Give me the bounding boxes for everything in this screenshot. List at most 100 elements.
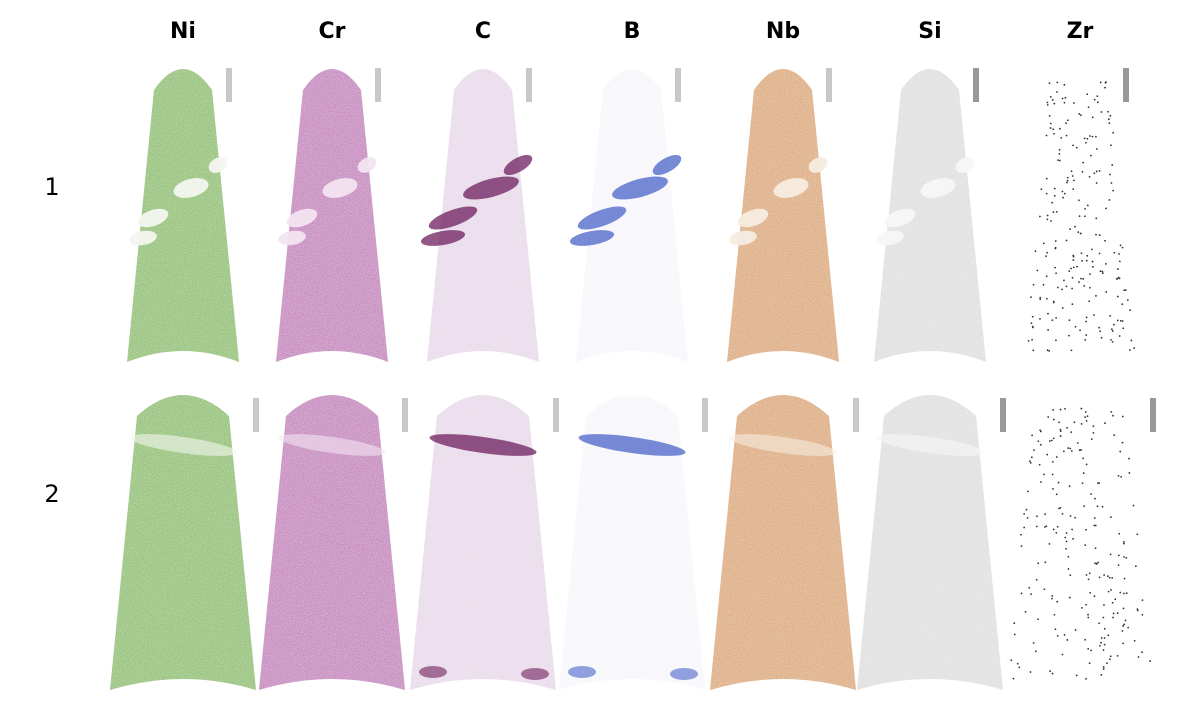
atom-dot bbox=[1082, 457, 1085, 460]
precipitate bbox=[578, 434, 686, 456]
atom-dot bbox=[1122, 541, 1125, 543]
atom-dot bbox=[1057, 159, 1060, 161]
atom-dot bbox=[1020, 545, 1023, 548]
atom-dot bbox=[1119, 244, 1122, 247]
atom-dot bbox=[1018, 666, 1021, 669]
atom-dot bbox=[1117, 474, 1120, 477]
atom-dot bbox=[1056, 81, 1059, 84]
atom-dot bbox=[1056, 286, 1059, 289]
atom-dot bbox=[1085, 677, 1087, 680]
atom-dot bbox=[1094, 524, 1097, 527]
scale-bar bbox=[826, 68, 832, 102]
atom-dot bbox=[1136, 608, 1139, 611]
atom-dot bbox=[1078, 199, 1080, 202]
atom-dot bbox=[1074, 629, 1077, 631]
atom-dot bbox=[1093, 517, 1096, 519]
atom-dot bbox=[1065, 122, 1067, 125]
atom-dot bbox=[1074, 325, 1077, 328]
atom-dot bbox=[1066, 179, 1069, 182]
scale-bar bbox=[253, 398, 259, 432]
atom-dot bbox=[1081, 482, 1084, 485]
atom-dot bbox=[1097, 482, 1099, 485]
atom-dot bbox=[1048, 543, 1051, 545]
atom-dot bbox=[1064, 536, 1067, 539]
row-label: 1 bbox=[44, 173, 59, 201]
atom-dot bbox=[1061, 97, 1064, 100]
atom-dot bbox=[1046, 251, 1049, 254]
atom-dot bbox=[1118, 335, 1121, 337]
atom-dot bbox=[1109, 658, 1111, 661]
atom-dot bbox=[1098, 576, 1101, 579]
atom-dot bbox=[1085, 574, 1088, 576]
precipitate bbox=[173, 178, 209, 198]
atom-dot bbox=[1037, 618, 1039, 621]
atom-dot bbox=[1087, 106, 1090, 109]
atom-dot bbox=[1130, 339, 1133, 342]
atom-dot bbox=[1086, 415, 1089, 418]
atom-dot bbox=[1094, 562, 1096, 565]
atom-dot bbox=[1133, 639, 1136, 642]
tip-map bbox=[710, 395, 856, 690]
atom-dot bbox=[1072, 254, 1075, 257]
atom-dot bbox=[1070, 431, 1073, 434]
atom-dot bbox=[1102, 668, 1105, 671]
atom-dot bbox=[1055, 532, 1058, 534]
atom-dot bbox=[1048, 114, 1051, 117]
atom-dot bbox=[1103, 643, 1106, 646]
precipitate bbox=[670, 668, 698, 680]
atom-dot bbox=[1111, 330, 1114, 332]
atom-dot bbox=[1046, 349, 1049, 352]
atom-dot bbox=[1058, 148, 1061, 151]
atom-dot bbox=[1063, 192, 1066, 195]
atom-dot bbox=[1113, 323, 1115, 326]
atom-dot bbox=[1075, 146, 1078, 149]
atom-dot bbox=[1119, 591, 1122, 594]
precipitate bbox=[521, 668, 549, 680]
precipitate bbox=[278, 434, 386, 456]
atom-dot bbox=[1084, 141, 1087, 144]
atom-dot bbox=[1061, 307, 1064, 309]
atom-dot bbox=[1088, 300, 1091, 303]
atom-dot bbox=[1039, 317, 1041, 320]
atom-dot bbox=[1124, 619, 1127, 622]
atom-dot bbox=[1098, 170, 1101, 172]
atom-dot bbox=[1055, 272, 1058, 275]
atom-dot bbox=[1051, 597, 1053, 600]
atom-dot bbox=[1090, 493, 1093, 495]
precipitate bbox=[429, 434, 537, 456]
atom-dot bbox=[1010, 659, 1013, 662]
atom-dot bbox=[1080, 252, 1083, 255]
atom-dot bbox=[1044, 526, 1046, 528]
precipitate bbox=[884, 208, 916, 228]
atom-dot bbox=[1048, 440, 1051, 442]
atom-dot bbox=[1103, 637, 1106, 639]
atom-dot bbox=[1013, 633, 1016, 636]
atom-dot bbox=[1072, 266, 1075, 269]
column-header: Cr bbox=[319, 19, 346, 44]
atom-dot bbox=[1109, 516, 1112, 519]
atom-dot bbox=[1118, 277, 1121, 280]
atom-dot bbox=[1093, 314, 1095, 316]
atom-dot bbox=[1106, 575, 1109, 578]
column-header: C bbox=[475, 19, 491, 44]
tip-map bbox=[1007, 395, 1153, 690]
atom-dot bbox=[1061, 288, 1063, 291]
atom-dot bbox=[1052, 300, 1055, 303]
scale-bar bbox=[553, 398, 559, 432]
precipitate bbox=[278, 230, 306, 246]
tip-map bbox=[857, 395, 1003, 690]
atom-dot bbox=[1084, 544, 1087, 547]
atom-dot bbox=[1066, 119, 1069, 122]
atom-dot bbox=[1136, 533, 1139, 536]
atom-dot bbox=[1080, 407, 1083, 410]
scale-bar bbox=[402, 398, 408, 432]
atom-dot bbox=[1105, 291, 1108, 293]
atom-dot bbox=[1129, 349, 1131, 351]
atom-dot bbox=[1098, 252, 1101, 255]
column-header: Ni bbox=[170, 19, 196, 44]
atom-dot bbox=[1065, 134, 1068, 137]
atom-dot bbox=[1043, 473, 1045, 476]
atom-dot bbox=[1116, 277, 1119, 280]
atom-dot bbox=[1092, 431, 1095, 434]
atom-dot bbox=[1073, 179, 1075, 182]
